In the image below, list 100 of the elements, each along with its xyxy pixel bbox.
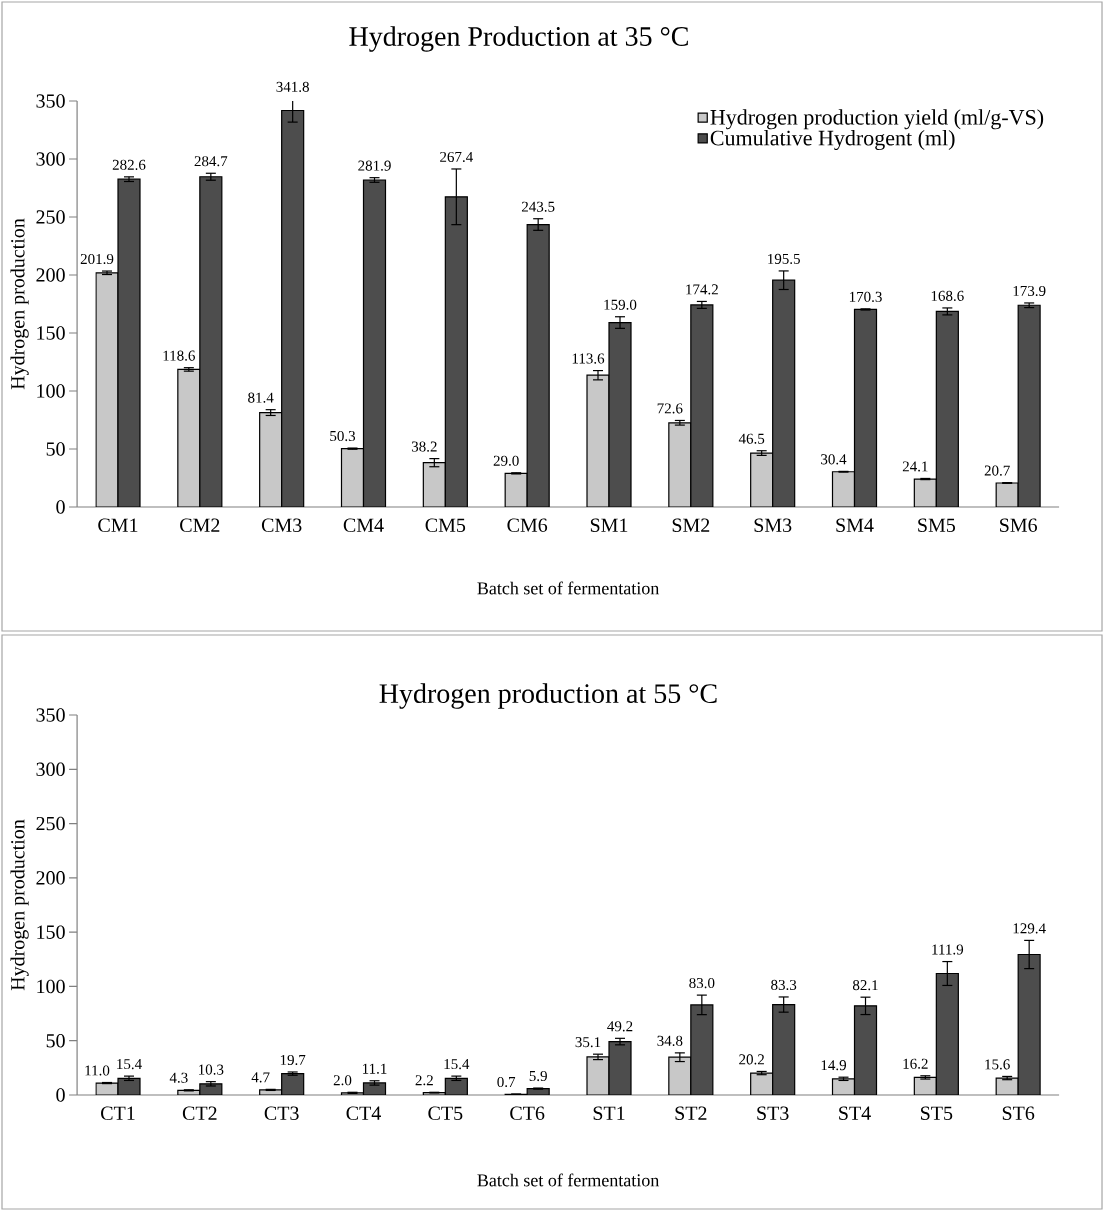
y-tick-label: 100 [37,979,65,994]
bar [772,1003,796,1095]
data-label: 49.2 [607,1021,633,1032]
data-label: 30.4 [821,454,847,465]
data-label: 4.3 [169,1072,188,1083]
data-label: 168.6 [931,290,964,302]
bar [690,304,714,507]
data-label: 16.2 [903,1058,928,1069]
y-tick-label: 150 [37,326,65,340]
bar [117,1077,141,1095]
y-tick-label: 100 [37,384,65,398]
data-label: 4.7 [251,1072,270,1083]
bar [772,279,796,507]
data-label: 129.4 [1013,923,1046,934]
bar [199,176,223,507]
x-tick-label: CT2 [182,1106,217,1120]
bar [362,179,387,507]
data-label: 2.2 [415,1075,433,1086]
y-tick-label: 0 [56,500,65,514]
y-tick-label: 150 [37,925,65,939]
x-tick-label: SM6 [1000,518,1038,532]
y-tick-label: 50 [46,442,65,456]
y-tick-label: 50 [46,1033,65,1048]
bar [935,310,959,507]
x-tick-label: CT6 [510,1106,545,1120]
x-tick-label: CM4 [343,518,384,532]
data-label: 24.1 [902,461,928,472]
legend-label: Cumulative Hydrogent (ml) [710,130,955,151]
data-label: 282.6 [112,159,146,170]
x-tick-label: ST1 [593,1106,625,1120]
x-tick-label: SM2 [672,518,710,532]
data-label: 81.4 [248,392,274,403]
bar [608,321,632,507]
y-tick-label: 300 [36,762,65,777]
y-tick-label: 300 [36,152,65,166]
data-label: 2.0 [333,1075,352,1086]
bar [853,1005,878,1095]
bar [281,1073,305,1095]
data-label: 15.4 [444,1059,470,1070]
y-tick-label: 350 [36,708,65,722]
bar [526,223,550,507]
y-axis-title: Hydrogen production [10,819,29,991]
data-label: 14.9 [821,1060,847,1071]
x-tick-label: SM3 [754,518,792,532]
data-label: 11.0 [85,1065,110,1076]
data-label: 195.5 [768,253,800,265]
x-tick-label: ST3 [757,1106,789,1120]
data-label: 173.9 [1013,285,1046,297]
data-label: 113.6 [572,353,605,364]
data-label: 34.8 [657,1035,683,1046]
data-label: 10.3 [199,1064,224,1075]
data-label: 35.1 [575,1037,601,1048]
y-tick-label: 350 [36,94,65,108]
x-tick-label: CT3 [264,1106,299,1120]
data-label: 174.2 [686,284,718,295]
data-label: 341.8 [276,81,309,92]
data-label: 201.9 [80,253,114,265]
x-tick-label: ST2 [675,1106,707,1120]
data-label: 15.6 [985,1059,1010,1070]
y-tick-label: 200 [36,871,65,885]
data-label: 83.0 [689,977,715,989]
x-tick-label: ST4 [839,1106,871,1120]
data-label: 0.7 [497,1076,516,1088]
data-label: 159.0 [604,299,637,310]
x-tick-label: SM1 [590,518,628,532]
bar [444,196,468,507]
bar [117,178,141,507]
data-label: 20.7 [984,465,1010,476]
x-axis-title: Batch set of fermentation [477,1173,660,1187]
bar [608,1040,632,1095]
y-tick-label: 250 [36,816,65,831]
x-tick-label: SM5 [918,518,956,532]
bar [281,109,305,507]
data-label: 46.5 [738,433,765,444]
data-label: 284.7 [194,156,228,167]
data-label: 267.4 [440,151,473,163]
y-axis-title: Hydrogen production [10,218,29,390]
chart-title: Hydrogen Production at 35 °C [349,26,688,52]
x-tick-label: CM1 [98,518,138,532]
data-label: 72.6 [657,403,683,414]
data-label: 118.6 [163,350,195,361]
y-tick-label: 250 [36,210,65,224]
data-label: 111.9 [932,944,964,955]
x-tick-label: CT5 [428,1106,463,1120]
bar [935,972,959,1095]
x-tick-label: CM2 [180,518,220,532]
data-label: 19.7 [280,1054,306,1066]
bar [1017,953,1041,1095]
bar [1017,304,1041,507]
data-label: 83.3 [771,979,797,991]
data-label: 281.9 [358,160,391,171]
chart-title: Hydrogen production at 55 °C [379,683,717,709]
data-label: 15.4 [117,1059,142,1070]
x-tick-label: ST5 [921,1106,953,1120]
x-tick-label: CM3 [261,518,302,532]
data-label: 50.3 [330,430,356,442]
data-label: 29.0 [493,455,519,466]
x-tick-label: CM5 [425,518,466,532]
y-tick-label: 0 [56,1088,65,1102]
data-label: 5.9 [529,1070,547,1082]
